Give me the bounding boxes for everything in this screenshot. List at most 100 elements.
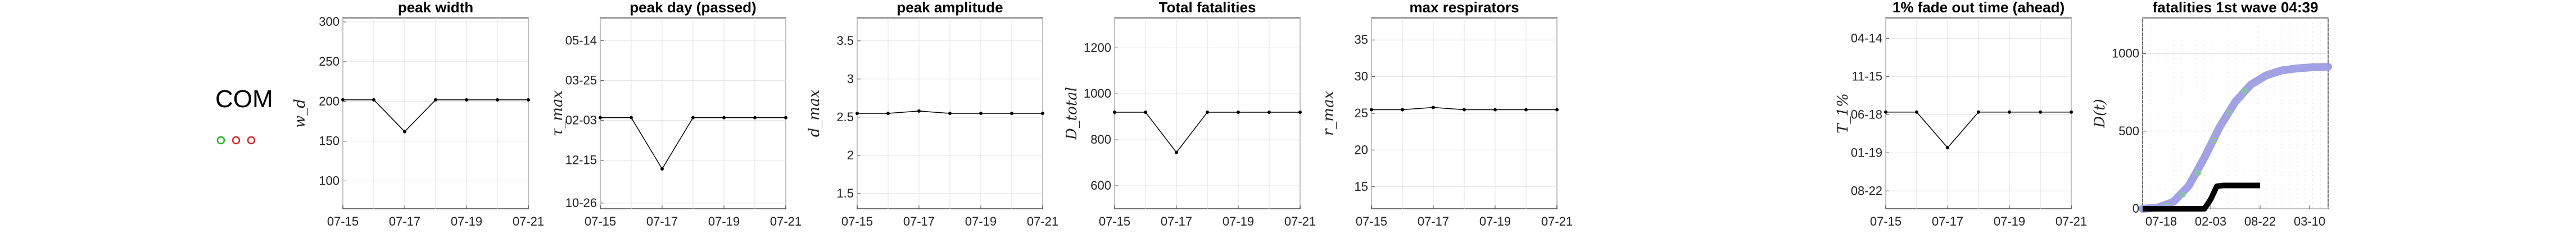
data-point: [886, 112, 890, 115]
data-point: [753, 116, 757, 120]
x-tick-label: 07-21: [2056, 214, 2087, 228]
data-point: [1493, 108, 1497, 112]
panel-5: max respirators 15 20 25 30 35 07-15 07-17 07-19…: [1320, 0, 1573, 228]
data-point: [855, 112, 859, 115]
chart-title: peak day (passed): [630, 0, 756, 16]
x-tick-label: 07-15: [1870, 214, 1902, 228]
y-tick-label: 25: [1355, 106, 1368, 120]
x-tick-label: 07-17: [646, 214, 678, 228]
y-tick-label: 2: [847, 148, 854, 162]
y-tick-label: 05-14: [565, 34, 597, 48]
x-tick-label: 07-21: [770, 214, 802, 228]
x-tick-label: 07-17: [1161, 214, 1192, 228]
data-point: [630, 116, 633, 120]
model-band: [2139, 63, 2332, 213]
data-point: [1884, 110, 1887, 114]
scatter-point: [2211, 137, 2217, 144]
data-point: [1555, 108, 1559, 112]
data-point: [1977, 110, 1980, 114]
y-tick-label: 100: [319, 173, 339, 187]
y-tick-label: 600: [1090, 178, 1111, 192]
panel-6: 1% fade out time (ahead) 08-22 01-19 06-18 1…: [1835, 0, 2087, 228]
y-tick-label: 300: [319, 15, 339, 29]
data-point: [1915, 110, 1918, 114]
y-tick-label: 03-25: [565, 74, 597, 88]
data-point: [1463, 108, 1466, 112]
data-point: [1113, 110, 1116, 114]
data-point: [948, 112, 952, 115]
x-tick-label: 03-10: [2294, 214, 2325, 228]
data-point: [403, 130, 406, 134]
data-point: [372, 98, 375, 102]
panel-4: Total fatalities 600 800 1000 1200 07-15 07-17…: [1063, 0, 1316, 228]
scatter-point: [2195, 170, 2201, 176]
legend-marker: [247, 136, 256, 145]
x-tick-label: 07-15: [327, 214, 359, 228]
x-tick-label: 07-17: [389, 214, 420, 228]
data-point: [2008, 110, 2011, 114]
y-tick-label: 200: [319, 94, 339, 108]
x-tick-label: 07-21: [513, 214, 544, 228]
scatter-point: [2226, 109, 2232, 116]
x-tick-label: 08-22: [2244, 214, 2276, 228]
y-axis-label: T_1%: [1835, 93, 1851, 134]
panel-1: peak width 100 150 200 250 300 07-15 07-17 07-19…: [292, 0, 544, 228]
y-tick-label: 20: [1355, 143, 1368, 157]
y-tick-label: 15: [1355, 180, 1368, 194]
chart-title: fatalities 1st wave 04:39: [2153, 0, 2319, 16]
data-point: [434, 98, 437, 102]
y-tick-label: 1.5: [836, 186, 854, 200]
x-tick-label: 07-18: [2145, 214, 2177, 228]
x-tick-label: 07-21: [1284, 214, 1316, 228]
data-point: [1524, 108, 1528, 112]
data-point: [527, 98, 530, 102]
data-point: [2070, 110, 2073, 114]
y-tick-label: 3.5: [836, 34, 854, 48]
chart-title: peak amplitude: [897, 0, 1003, 16]
y-axis-label: d_max: [806, 89, 823, 137]
y-axis-label: D_total: [1063, 87, 1080, 140]
region-label: COM: [215, 85, 273, 113]
data-point: [784, 116, 787, 120]
chart-title: Total fatalities: [1159, 0, 1256, 16]
y-tick-label: 1000: [1084, 86, 1111, 100]
y-tick-label: 11-15: [1851, 69, 1882, 83]
y-tick-label: 800: [1090, 132, 1111, 146]
scatter-point: [2180, 192, 2186, 198]
legend-marker: [216, 136, 225, 145]
data-point: [599, 116, 602, 120]
y-tick-label: 04-14: [1851, 31, 1882, 45]
x-tick-label: 07-15: [585, 214, 616, 228]
data-point: [2039, 110, 2042, 114]
data-point: [979, 112, 983, 115]
data-point: [465, 98, 468, 102]
data-point: [917, 109, 921, 113]
panel-7: fatalities 1st wave 04:39 0 500 1000 07-18 02…: [2091, 0, 2332, 228]
x-tick-label: 07-19: [965, 214, 997, 228]
y-tick-label: 0: [2133, 201, 2139, 215]
y-axis-label: D(t): [2091, 99, 2108, 129]
data-point: [1237, 110, 1240, 114]
legend-markers: [216, 136, 256, 145]
x-tick-label: 07-15: [841, 214, 873, 228]
y-tick-label: 250: [319, 54, 339, 68]
x-tick-label: 07-15: [1099, 214, 1130, 228]
x-tick-label: 07-19: [708, 214, 740, 228]
x-tick-label: 07-19: [1994, 214, 2025, 228]
data-point: [1946, 146, 1949, 150]
x-tick-label: 07-15: [1356, 214, 1387, 228]
y-tick-label: 3: [847, 72, 854, 86]
panel-2: peak day (passed) 10-26 12-15 02-03 03-25 05-…: [549, 0, 802, 228]
x-tick-label: 07-21: [1541, 214, 1573, 228]
x-tick-label: 07-21: [1027, 214, 1058, 228]
x-tick-label: 07-17: [1418, 214, 1449, 228]
scatter-point: [2242, 88, 2248, 94]
y-tick-label: 35: [1355, 33, 1368, 47]
data-point: [341, 98, 345, 102]
x-tick-label: 07-19: [1223, 214, 1254, 228]
data-point: [1432, 105, 1435, 109]
data-point: [496, 98, 499, 102]
data-point: [691, 116, 695, 120]
observed-line: [2143, 182, 2260, 212]
